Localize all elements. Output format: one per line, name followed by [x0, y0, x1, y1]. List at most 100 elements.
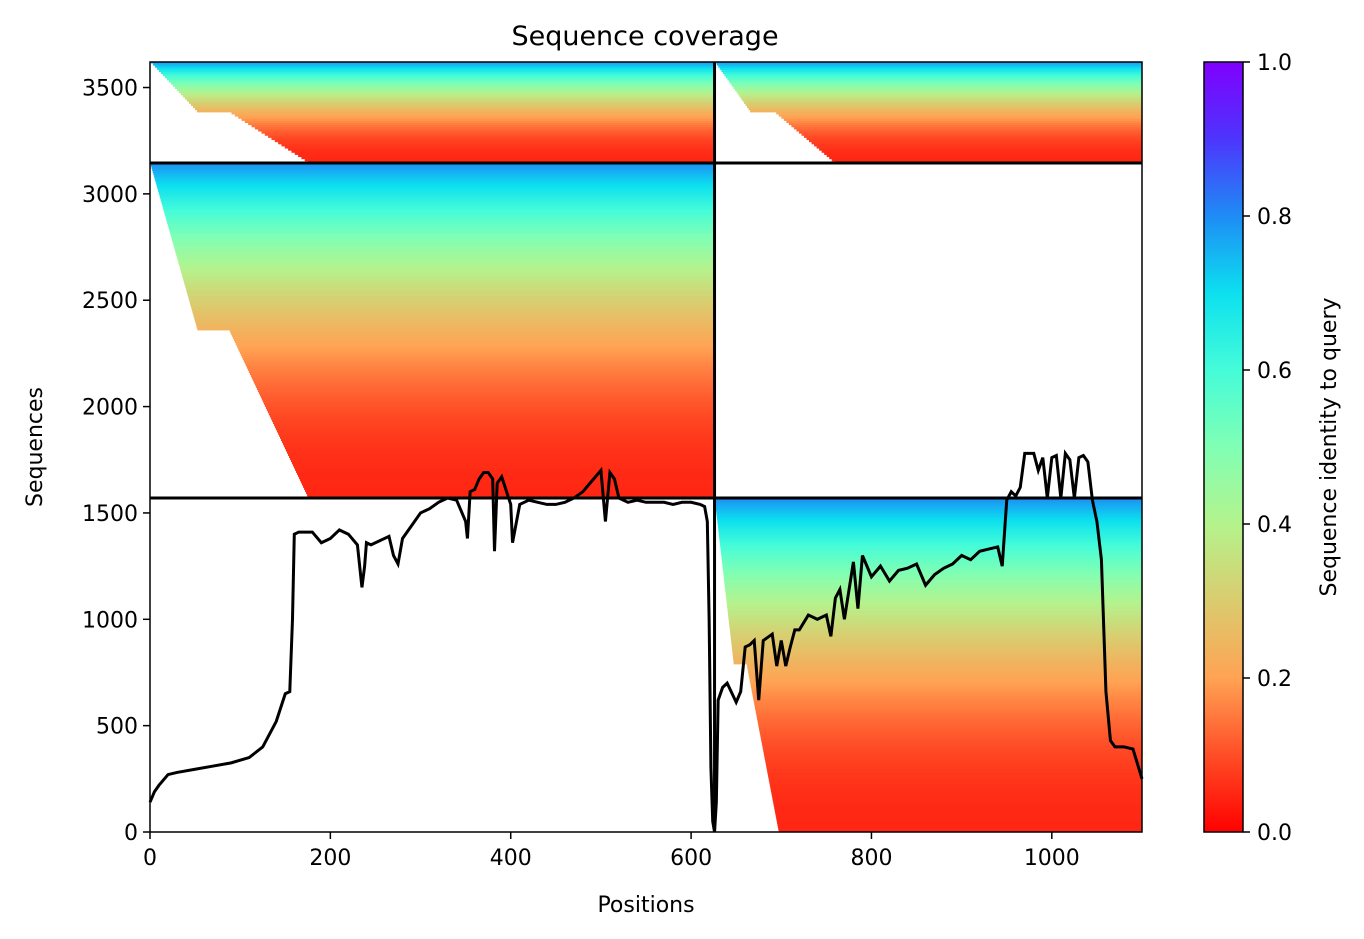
heatmap-row: [718, 532, 1142, 535]
heatmap-row: [261, 398, 715, 401]
y-tick-label: 2000: [82, 396, 138, 421]
heatmap-row: [729, 621, 1142, 624]
heatmap-row: [151, 166, 715, 169]
heatmap-row: [156, 67, 715, 70]
y-tick-label: 3500: [82, 77, 138, 102]
heatmap-row: [261, 131, 715, 134]
heatmap-row: [274, 139, 715, 143]
heatmap-row: [185, 285, 715, 288]
heatmap-row: [182, 94, 715, 98]
heatmap-row: [734, 88, 1142, 92]
heatmap-row: [278, 141, 715, 145]
heatmap-row: [187, 293, 715, 297]
heatmap-row: [258, 129, 715, 132]
heatmap-row: [747, 668, 1142, 671]
heatmap-row: [727, 606, 1142, 610]
heatmap-row: [231, 334, 715, 337]
heatmap-row: [159, 193, 715, 197]
heatmap-row: [160, 198, 715, 201]
heatmap-row: [178, 259, 715, 263]
heatmap-row: [829, 156, 1142, 160]
heatmap-row: [750, 685, 1142, 688]
heatmap-row: [778, 827, 1142, 831]
heatmap-row: [164, 213, 715, 216]
heatmap-row: [249, 372, 715, 376]
heatmap-row: [725, 593, 1142, 597]
colorbar-tick-label: 0.8: [1257, 205, 1292, 230]
colorbar-tick-label: 0.2: [1257, 667, 1292, 692]
heatmap-row: [289, 455, 715, 459]
heatmap-row: [759, 732, 1142, 735]
heatmap-row: [302, 483, 715, 486]
heatmap-row: [773, 802, 1142, 805]
heatmap-row: [751, 689, 1142, 693]
heatmap-row: [727, 608, 1142, 612]
heatmap-row: [292, 461, 715, 465]
heatmap-row: [176, 253, 715, 256]
chain-boundaries: [150, 62, 1142, 832]
y-axis-label: Sequences: [23, 387, 48, 507]
heatmap-row: [272, 421, 715, 425]
heatmap-row: [276, 429, 715, 433]
heatmap-row: [176, 88, 715, 92]
heatmap-row: [192, 310, 715, 314]
heatmap-row: [193, 315, 715, 318]
coverage-heatmap: [150, 62, 1142, 833]
heatmap-row: [756, 715, 1142, 718]
heatmap-row: [721, 557, 1142, 561]
heatmap-row: [725, 591, 1142, 595]
heatmap-row: [299, 476, 715, 480]
heatmap-row: [238, 349, 715, 352]
heatmap-row: [716, 517, 1142, 520]
heatmap-row: [172, 84, 715, 87]
x-tick-label: 200: [309, 846, 351, 871]
heatmap-row: [193, 312, 715, 316]
heatmap-row: [164, 75, 715, 79]
heatmap-row: [230, 332, 715, 335]
heatmap-row: [732, 653, 1142, 656]
heatmap-row: [232, 336, 715, 339]
heatmap-row: [194, 107, 715, 111]
heatmap-row: [241, 355, 715, 359]
heatmap-row: [159, 196, 715, 199]
heatmap-row: [158, 189, 715, 193]
heatmap-row: [731, 646, 1142, 650]
heatmap-row: [752, 693, 1142, 697]
heatmap-row: [724, 583, 1142, 586]
heatmap-row: [262, 400, 715, 403]
heatmap-row: [150, 164, 715, 167]
heatmap-row: [728, 612, 1142, 616]
heatmap-row: [169, 230, 715, 233]
heatmap-row: [748, 672, 1142, 675]
heatmap-row: [720, 549, 1142, 552]
heatmap-row: [769, 783, 1142, 786]
heatmap-row: [192, 105, 715, 109]
heatmap-row: [723, 572, 1142, 576]
heatmap-row: [304, 158, 715, 162]
heatmap-row: [716, 515, 1142, 518]
heatmap-row: [824, 152, 1142, 155]
heatmap-row: [244, 361, 715, 365]
heatmap-row: [722, 71, 1142, 75]
heatmap-row: [241, 118, 715, 121]
heatmap-row: [168, 227, 715, 231]
heatmap-row: [731, 640, 1142, 644]
heatmap-row: [791, 124, 1142, 128]
heatmap-row: [770, 789, 1142, 792]
heatmap-row: [716, 63, 1142, 66]
heatmap-row: [253, 381, 715, 384]
heatmap-row: [184, 283, 715, 286]
heatmap-row: [158, 69, 715, 72]
heatmap-row: [733, 657, 1142, 661]
heatmap-row: [730, 82, 1142, 85]
heatmap-row: [737, 92, 1142, 96]
heatmap-row: [162, 73, 715, 77]
heatmap-row: [715, 502, 1142, 505]
heatmap-row: [170, 232, 715, 235]
heatmap-row: [247, 368, 715, 371]
heatmap-row: [190, 103, 715, 107]
heatmap-row: [753, 697, 1142, 701]
heatmap-row: [237, 347, 715, 350]
heatmap-row: [796, 129, 1142, 132]
heatmap-row: [720, 551, 1142, 554]
